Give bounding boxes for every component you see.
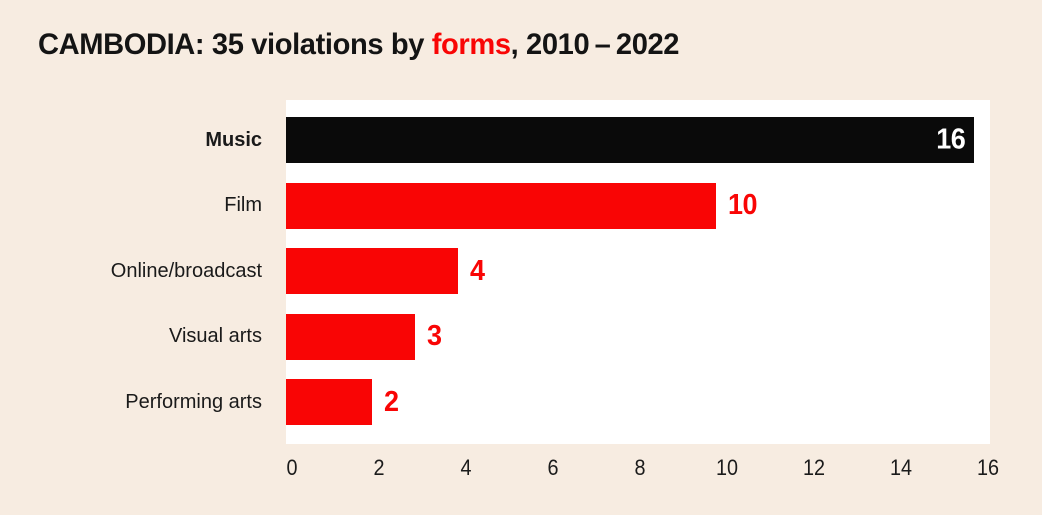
- bar-row-film: Film 10: [0, 182, 1042, 229]
- bar-row-performing-arts: Performing arts 2: [0, 379, 1042, 426]
- value-label-music: 16: [935, 123, 966, 156]
- category-label-film: Film: [224, 194, 262, 217]
- category-label-online-broadcast: Online/broadcast: [110, 259, 262, 282]
- x-tick-label-12: 12: [802, 455, 826, 480]
- value-label-film: 10: [728, 189, 758, 222]
- bar-visual-arts: [286, 313, 415, 360]
- value-label-online-broadcast: 4: [470, 254, 485, 287]
- x-tick-label-6: 6: [547, 455, 559, 480]
- title-highlight: forms: [431, 28, 511, 61]
- x-tick-label-2: 2: [373, 455, 385, 480]
- x-tick-label-10: 10: [715, 455, 739, 480]
- x-tick-label-0: 0: [286, 455, 298, 480]
- bar-music: 16: [286, 117, 974, 163]
- x-tick-label-8: 8: [634, 455, 646, 480]
- bar-online-broadcast: [286, 248, 458, 295]
- value-label-performing-arts: 2: [384, 385, 399, 418]
- bar-row-online-broadcast: Online/broadcast 4: [0, 248, 1042, 295]
- title-prefix: CAMBODIA: 35 violations by: [38, 28, 432, 61]
- x-tick-label-14: 14: [889, 455, 913, 480]
- category-label-visual-arts: Visual arts: [168, 325, 262, 348]
- x-tick-label-4: 4: [460, 455, 472, 480]
- bar-row-music: Music 16: [0, 117, 1042, 163]
- category-label-music: Music: [205, 128, 262, 151]
- bar-row-visual-arts: Visual arts 3: [0, 313, 1042, 360]
- bar-performing-arts: [286, 379, 372, 426]
- chart-title: CAMBODIA: 35 violations by forms, 2010 –…: [38, 28, 679, 62]
- x-tick-label-16: 16: [976, 455, 1000, 480]
- bar-film: [286, 182, 716, 229]
- category-label-performing-arts: Performing arts: [125, 390, 262, 413]
- value-label-visual-arts: 3: [427, 320, 442, 353]
- title-suffix: , 2010 – 2022: [510, 28, 680, 61]
